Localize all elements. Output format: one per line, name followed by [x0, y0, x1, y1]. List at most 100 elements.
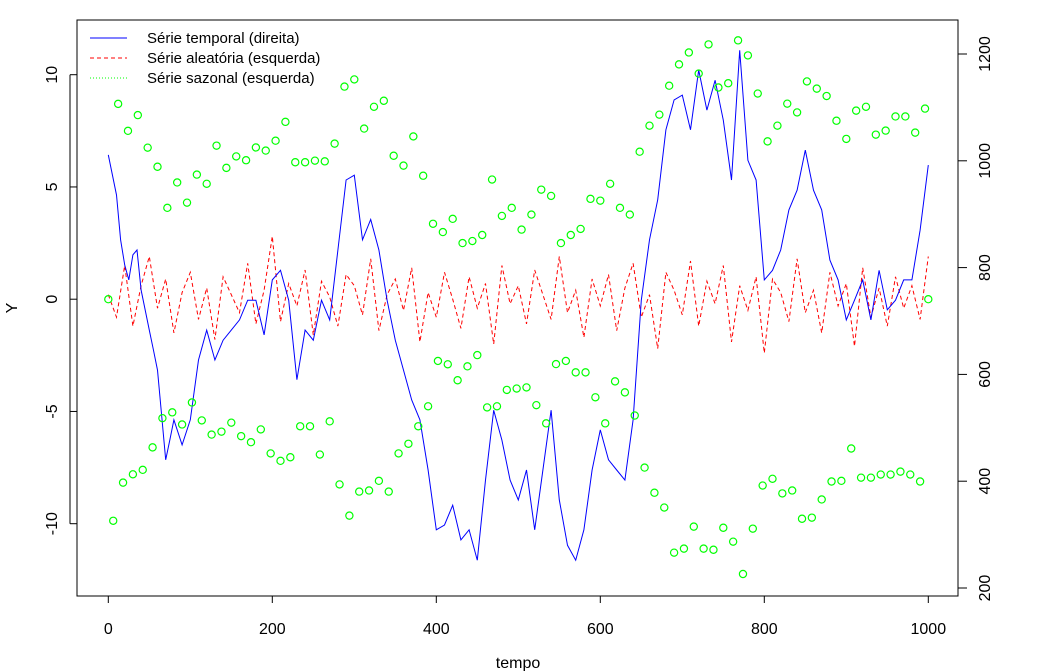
seasonal-point [832, 116, 841, 125]
seasonal-point [886, 470, 895, 479]
seasonal-point [177, 420, 187, 429]
seasonal-point [148, 443, 157, 452]
seasonal-point [699, 544, 708, 553]
y2-tick-label: 1200 [977, 36, 994, 72]
seasonal-point [679, 544, 689, 553]
seasonal-point [783, 99, 792, 108]
x-tick-label: 400 [423, 621, 450, 638]
seasonal-point [709, 545, 718, 554]
seasonal-point [753, 89, 762, 98]
seasonal-point [359, 124, 369, 133]
seasonal-point [113, 99, 123, 109]
seasonal-point [719, 523, 728, 532]
seasonal-point [787, 486, 797, 495]
seasonal-point [394, 449, 403, 458]
seasonal-point [138, 465, 147, 475]
seasonal-point [837, 476, 846, 486]
seasonal-point [350, 75, 359, 84]
seasonal-point [910, 128, 920, 137]
seasonal-point [202, 179, 211, 189]
seasonal-point [674, 60, 684, 69]
seasonal-point [325, 417, 334, 426]
seasonal-point [389, 151, 398, 160]
seasonal-point [109, 516, 118, 525]
seasonal-point [507, 203, 516, 213]
seasonal-point [123, 126, 133, 136]
seasonal-point [423, 402, 433, 411]
seasonal-point [650, 488, 659, 497]
seasonal-point [443, 360, 452, 369]
seasonal-point [537, 185, 546, 194]
seasonal-point [256, 425, 266, 434]
seasonal-point [369, 102, 379, 112]
legend-label-temporal: Série temporal (direita) [147, 30, 300, 47]
seasonal-point [463, 362, 472, 371]
seasonal-point [241, 156, 251, 165]
seasonal-point [763, 137, 772, 146]
seasonal-point [610, 377, 620, 386]
seasonal-point [906, 470, 915, 479]
seasonal-point [601, 419, 610, 428]
seasonal-point [748, 524, 758, 533]
seasonal-point [246, 438, 256, 447]
seasonal-point [817, 495, 826, 504]
seasonal-point [640, 463, 649, 472]
series-temporal-line [107, 50, 929, 562]
seasonal-point [379, 96, 389, 105]
seasonal-point [669, 548, 679, 557]
x-tick-label: 800 [751, 621, 778, 638]
seasonal-point [118, 478, 128, 487]
seasonal-point [404, 439, 413, 448]
seasonal-point [851, 106, 861, 115]
seasonal-point [827, 477, 836, 486]
seasonal-point [802, 77, 812, 86]
y-tick-label: -5 [44, 404, 61, 418]
seasonal-point [448, 214, 457, 224]
y2-tick-label: 600 [977, 361, 994, 388]
x-tick-label: 600 [587, 621, 614, 638]
seasonal-point [758, 481, 767, 490]
seasonal-point [143, 143, 152, 152]
seasonal-point [335, 480, 344, 489]
seasonal-point [581, 368, 590, 377]
seasonal-point [468, 236, 477, 246]
seasonal-point [724, 79, 733, 88]
seasonal-point [856, 473, 866, 482]
seasonal-point [655, 110, 664, 119]
seasonal-point [251, 143, 261, 152]
seasonal-point [458, 238, 467, 248]
y2-tick-label: 400 [977, 468, 994, 495]
seasonal-point [222, 163, 231, 173]
x-tick-label: 1000 [911, 621, 947, 638]
seasonal-point [320, 157, 329, 166]
seasonal-point [340, 82, 349, 91]
seasonal-point [236, 431, 246, 441]
seasonal-point [310, 156, 320, 165]
seasonal-point [330, 139, 339, 148]
seasonal-point [168, 408, 177, 417]
seasonal-point [625, 210, 635, 219]
seasonal-point [276, 456, 285, 466]
seasonal-point [300, 158, 310, 167]
seasonal-point [182, 198, 192, 207]
seasonal-point [664, 81, 674, 90]
seasonal-point [605, 179, 615, 189]
seasonal-point [728, 537, 738, 546]
seasonal-point [866, 473, 876, 482]
seasonal-point [630, 411, 639, 420]
seasonal-point [920, 104, 930, 113]
seasonal-point [861, 102, 871, 112]
seasonal-point [478, 230, 487, 240]
seasonal-point [689, 522, 698, 531]
seasonal-point [797, 514, 807, 523]
seasonal-point [271, 136, 280, 145]
seasonal-point [822, 91, 831, 101]
seasonal-point [355, 487, 364, 496]
seasonal-point [232, 152, 241, 161]
seasonal-point [807, 513, 817, 522]
seasonal-point [197, 416, 206, 425]
seasonal-point [660, 503, 669, 512]
seasonal-point [217, 427, 226, 436]
seasonal-point [384, 487, 393, 496]
